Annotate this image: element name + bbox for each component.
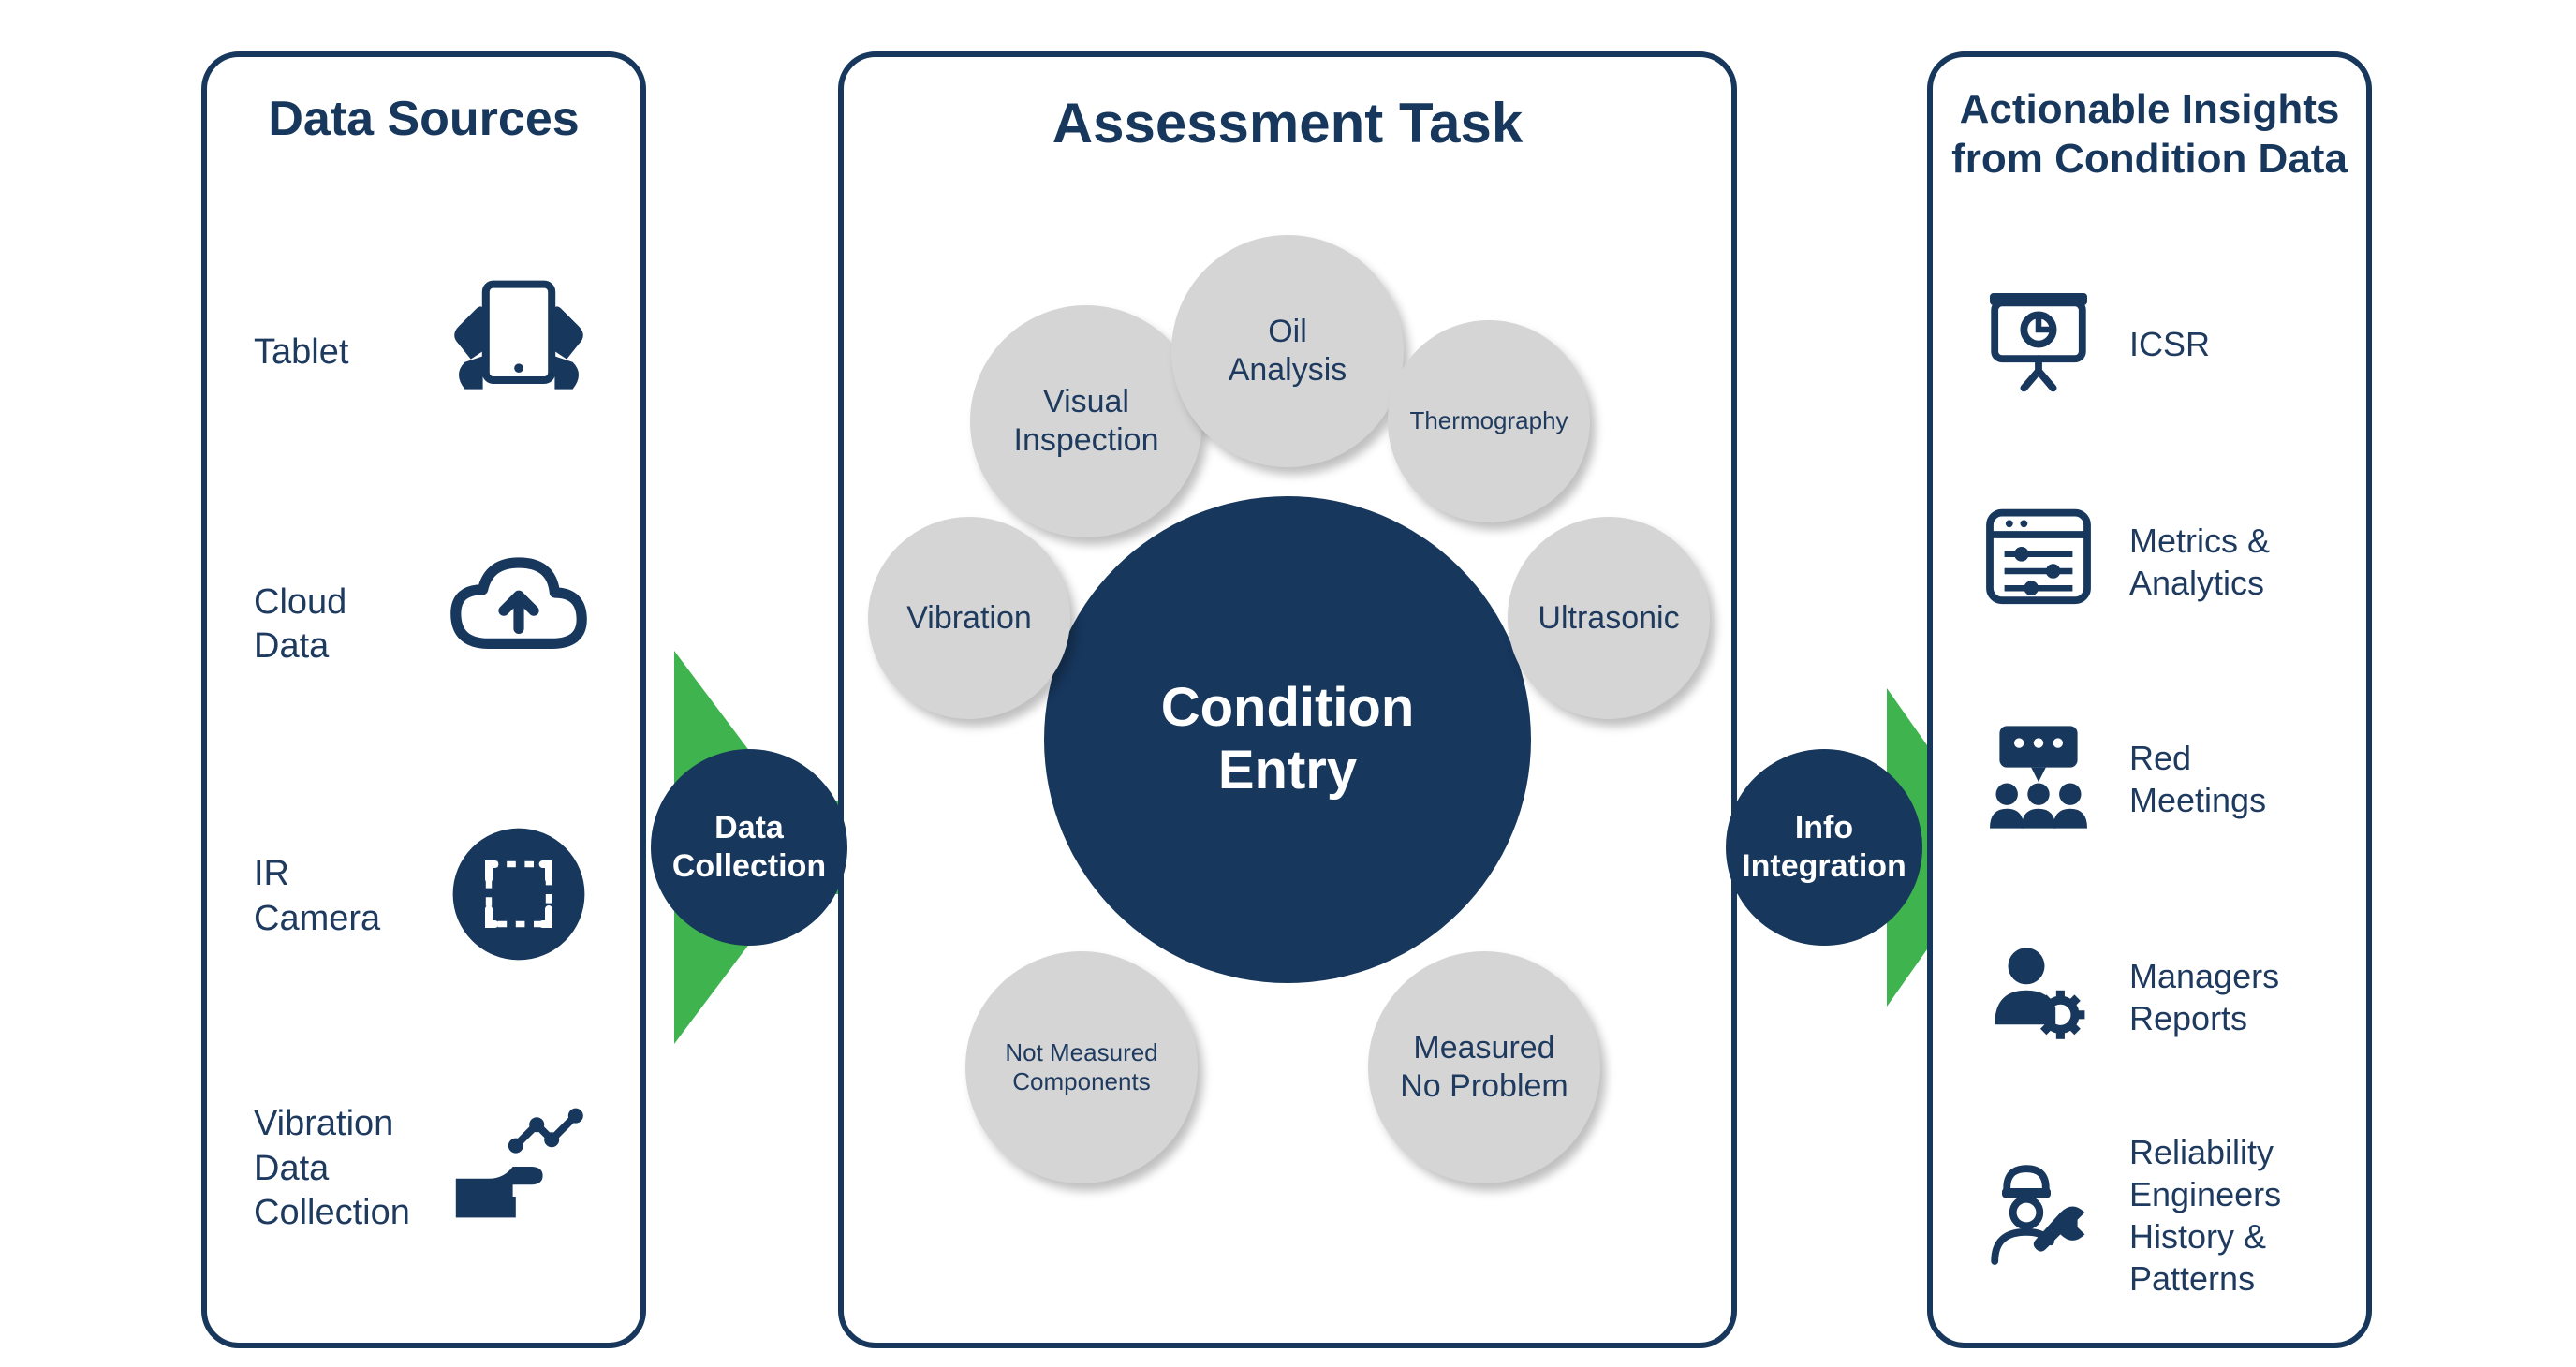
insight-item-label: Managers Reports [2129,955,2279,1039]
actionable-insights-panel: Actionable Insights from Condition Data … [1927,51,2372,1348]
insight-item-managers: Managers Reports [1933,889,2366,1107]
info-integration-badge: Info Integration [1726,749,1922,946]
condition-entry-circle: Condition Entry [1044,496,1531,983]
tablet-hands-icon-wrap [444,275,594,430]
condition-entry-label: Condition Entry [1161,677,1415,801]
presentation-icon [1978,281,2099,403]
focus-square-icon-wrap [444,819,594,974]
source-item-label: Cloud Data [254,581,418,669]
hand-graph-icon-wrap [444,1092,594,1246]
assess-node-notMeasured: Not Measured Components [965,951,1198,1183]
dashboard-sliders-icon [1978,498,2099,620]
source-item-vib: Vibration Data Collection [207,1033,640,1305]
cloud-up-icon [444,548,594,698]
source-item-tablet: Tablet [207,216,640,489]
meeting-icon-wrap [1978,716,2099,843]
insight-item-reliability: Reliability Engineers History & Patterns [1933,1106,2366,1324]
data-sources-title: Data Sources [207,91,640,147]
data-sources-panel: Data Sources Tablet Cloud Data IR Camera Vi… [201,51,646,1348]
user-gear-icon-wrap [1978,934,2099,1061]
presentation-icon-wrap [1978,281,2099,407]
hand-graph-icon [444,1092,594,1242]
assess-node-vibration: Vibration [868,517,1070,719]
assess-node-ultrasonic: Ultrasonic [1508,517,1710,719]
dashboard-sliders-icon-wrap [1978,498,2099,625]
tablet-hands-icon [444,275,594,425]
source-item-cloud: Cloud Data [207,489,640,761]
source-item-label: Vibration Data Collection [254,1102,418,1236]
cloud-up-icon-wrap [444,548,594,702]
insight-item-metrics: Metrics & Analytics [1933,453,2366,671]
assess-node-oil: Oil Analysis [1171,235,1404,467]
insight-item-label: ICSR [2129,323,2210,365]
source-item-ir: IR Camera [207,761,640,1034]
assess-node-label: Not Measured Components [995,1029,1167,1106]
focus-square-icon [444,819,594,969]
user-gear-icon [1978,934,2099,1056]
insight-item-label: Red Meetings [2129,737,2266,821]
insight-item-icsr: ICSR [1933,235,2366,453]
assessment-title: Assessment Task [844,91,1731,155]
data-collection-badge: Data Collection [651,749,847,946]
assess-node-label: Visual Inspection [1005,374,1169,469]
engineer-wrench-icon-wrap [1978,1152,2099,1278]
assess-node-label: Measured No Problem [1391,1020,1578,1115]
source-item-label: IR Camera [254,852,418,941]
assess-node-thermo: Thermography [1388,320,1590,522]
assess-node-measuredNo: Measured No Problem [1368,951,1600,1183]
assess-node-label: Thermography [1400,397,1577,445]
insight-item-label: Reliability Engineers History & Patterns [2129,1131,2281,1300]
meeting-icon [1978,716,2099,838]
insight-item-red: Red Meetings [1933,670,2366,889]
assess-node-label: Ultrasonic [1528,590,1688,647]
actionable-insights-title: Actionable Insights from Condition Data [1933,85,2366,184]
source-item-label: Tablet [254,331,418,375]
assess-node-label: Oil Analysis [1219,303,1357,399]
engineer-wrench-icon [1978,1152,2099,1273]
assess-node-label: Vibration [897,590,1041,647]
assess-node-visual: Visual Inspection [970,305,1202,537]
insight-item-label: Metrics & Analytics [2129,520,2270,604]
